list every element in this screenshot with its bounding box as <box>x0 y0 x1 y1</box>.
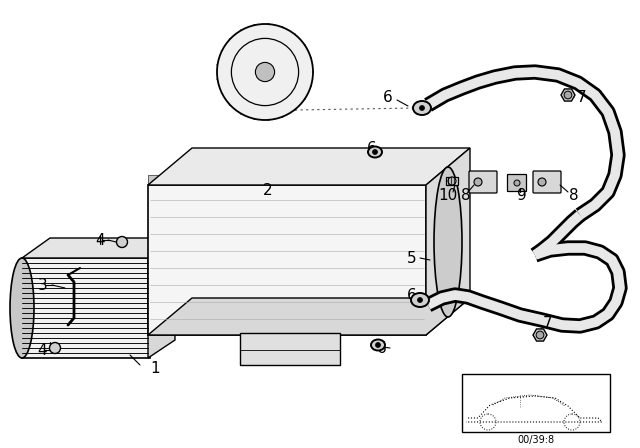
Circle shape <box>448 177 456 185</box>
Polygon shape <box>252 175 262 185</box>
Text: 8: 8 <box>569 188 579 202</box>
Bar <box>148 185 426 335</box>
Polygon shape <box>344 175 353 185</box>
Polygon shape <box>321 175 330 185</box>
Text: 7: 7 <box>543 315 553 331</box>
Circle shape <box>255 62 275 82</box>
FancyBboxPatch shape <box>533 171 561 193</box>
Text: 9: 9 <box>517 188 527 202</box>
Text: 6: 6 <box>367 141 377 155</box>
Circle shape <box>49 343 61 353</box>
Text: 4: 4 <box>37 343 47 358</box>
Text: 8: 8 <box>461 188 471 202</box>
Polygon shape <box>561 89 575 101</box>
Polygon shape <box>194 175 204 185</box>
Polygon shape <box>298 175 307 185</box>
Polygon shape <box>426 148 470 335</box>
Circle shape <box>419 105 424 111</box>
Polygon shape <box>148 175 158 185</box>
Ellipse shape <box>411 293 429 307</box>
Polygon shape <box>367 175 376 185</box>
Text: 1: 1 <box>150 361 160 375</box>
Polygon shape <box>401 175 411 185</box>
Polygon shape <box>240 175 250 185</box>
Circle shape <box>514 180 520 186</box>
Polygon shape <box>182 175 193 185</box>
Polygon shape <box>148 148 470 185</box>
Polygon shape <box>309 175 319 185</box>
Polygon shape <box>390 175 399 185</box>
Polygon shape <box>286 175 296 185</box>
Ellipse shape <box>413 101 431 115</box>
Bar <box>22 258 150 358</box>
Text: 6: 6 <box>407 288 417 302</box>
Polygon shape <box>275 175 285 185</box>
Text: 5: 5 <box>407 250 417 266</box>
Bar <box>462 374 610 432</box>
Polygon shape <box>205 175 216 185</box>
Text: 2: 2 <box>263 182 273 198</box>
FancyBboxPatch shape <box>469 171 497 193</box>
Polygon shape <box>355 175 365 185</box>
Text: 10: 10 <box>438 188 458 202</box>
Text: 00/39:8: 00/39:8 <box>517 435 555 445</box>
Circle shape <box>564 91 572 99</box>
Polygon shape <box>217 175 227 185</box>
Circle shape <box>536 331 544 339</box>
Ellipse shape <box>10 258 34 358</box>
Text: 6: 6 <box>383 90 393 104</box>
Text: 4: 4 <box>95 233 105 247</box>
Polygon shape <box>533 329 547 341</box>
Text: 6: 6 <box>377 340 387 356</box>
Polygon shape <box>159 175 170 185</box>
Text: 3: 3 <box>38 277 48 293</box>
Circle shape <box>538 178 546 186</box>
Polygon shape <box>263 175 273 185</box>
Polygon shape <box>171 175 181 185</box>
Circle shape <box>116 237 127 247</box>
Ellipse shape <box>371 340 385 350</box>
Polygon shape <box>148 298 470 335</box>
Circle shape <box>474 178 482 186</box>
Text: 7: 7 <box>577 90 587 104</box>
Bar <box>240 333 340 365</box>
Ellipse shape <box>368 146 382 158</box>
Polygon shape <box>22 238 175 258</box>
Polygon shape <box>332 175 342 185</box>
Circle shape <box>376 343 381 348</box>
Circle shape <box>372 150 378 155</box>
Polygon shape <box>228 175 239 185</box>
Circle shape <box>417 297 422 302</box>
Polygon shape <box>378 175 388 185</box>
Polygon shape <box>148 238 175 358</box>
Ellipse shape <box>434 167 462 317</box>
FancyBboxPatch shape <box>508 175 527 191</box>
Bar <box>446 177 458 185</box>
Circle shape <box>217 24 313 120</box>
Polygon shape <box>413 175 422 185</box>
